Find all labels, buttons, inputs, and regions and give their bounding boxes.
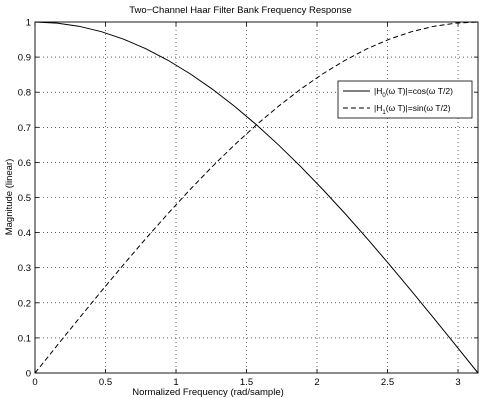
- y-tick-label: 0.8: [18, 88, 31, 99]
- tick-labels: 0 0.5 1 1.5 2 2.5 3 0 0.1 0.2 0.3 0.4 0.5 0.6 0.7 0.8 0.…: [18, 18, 461, 389]
- y-tick-label: 0.4: [18, 228, 31, 239]
- x-tick-label: 0.5: [99, 377, 112, 388]
- y-tick-label: 0: [26, 369, 31, 380]
- series-line-h0: [34, 21, 479, 374]
- legend: |H0(ω T)|=cos(ω T/2) |H1(ω T)|=sin(ω T/2…: [337, 80, 473, 119]
- legend-box: [337, 80, 473, 119]
- y-tick-label: 0.1: [18, 333, 31, 344]
- y-tick-label: 0.6: [18, 158, 31, 169]
- x-tick-label: 1.5: [240, 377, 253, 388]
- axes: [34, 21, 479, 374]
- x-tick-label: 0: [32, 377, 37, 388]
- x-tick-label: 1: [173, 377, 178, 388]
- y-tick-label: 0.3: [18, 263, 31, 274]
- x-tick-label: 2.5: [381, 377, 394, 388]
- chart-title: Two−Channel Haar Filter Bank Frequency R…: [129, 5, 352, 16]
- y-tick-label: 0.9: [18, 53, 31, 64]
- y-tick-label: 0.5: [18, 193, 31, 204]
- x-axis-label: Normalized Frequency (rad/sample): [132, 387, 284, 398]
- legend-label-h0: |H0(ω T)|=cos(ω T/2): [374, 86, 453, 99]
- y-axis-label: Magnitude (linear): [4, 159, 15, 236]
- series-layer: [34, 21, 479, 374]
- y-tick-label: 0.7: [18, 123, 31, 134]
- x-tick-label: 3: [455, 377, 460, 388]
- series-line-h1: [34, 21, 479, 374]
- y-tick-label: 1: [26, 18, 31, 29]
- plot-frame: [34, 21, 479, 374]
- legend-label-h1: |H1(ω T)|=sin(ω T/2): [374, 103, 451, 116]
- y-tick-label: 0.2: [18, 298, 31, 309]
- grid: [35, 22, 478, 373]
- x-tick-label: 2: [314, 377, 319, 388]
